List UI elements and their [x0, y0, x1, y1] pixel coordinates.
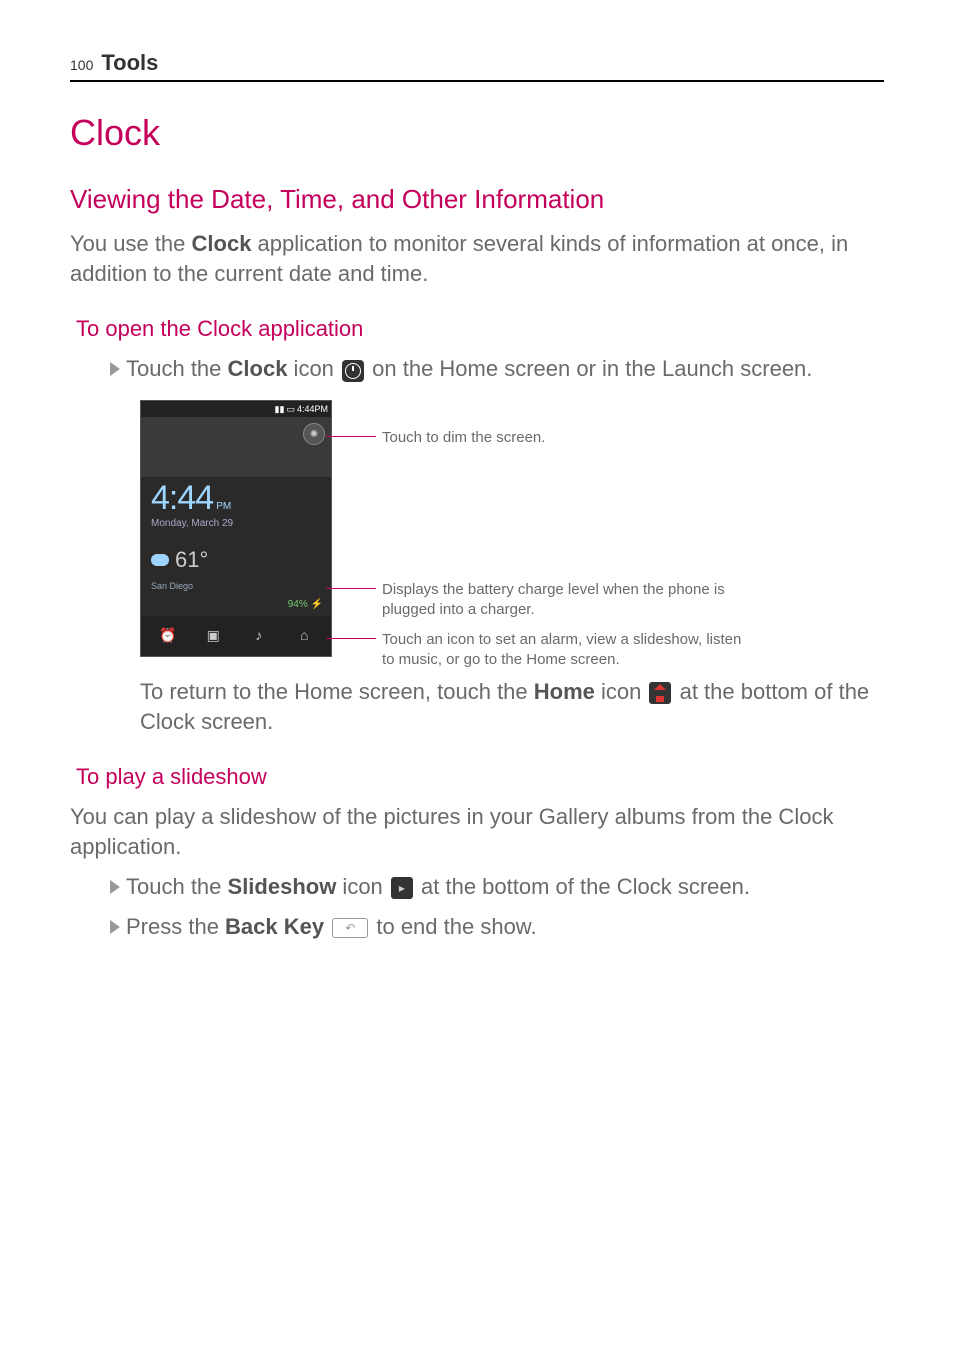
battery-icon: ▭: [286, 404, 295, 415]
subheading-slideshow: To play a slideshow: [76, 764, 884, 790]
open-suffix: on the Home screen or in the Launch scre…: [366, 356, 812, 381]
slide-mid: icon: [336, 874, 389, 899]
intro-bold: Clock: [192, 231, 252, 256]
time-meridiem: PM: [216, 501, 231, 512]
bullet-triangle-icon: [110, 920, 120, 934]
open-mid: icon: [287, 356, 340, 381]
return-bold: Home: [534, 679, 595, 704]
bullet-open-text: Touch the Clock icon on the Home screen …: [126, 354, 812, 384]
bullet-slideshow: Touch the Slideshow icon at the bottom o…: [110, 872, 884, 902]
clock-screenshot-diagram: ▮▮ ▭ 4:44PM ✺ 4:44PM Monday, March 29 61…: [140, 400, 884, 657]
home-nav-icon[interactable]: ⌂: [293, 624, 315, 646]
intro-paragraph: You use the Clock application to monitor…: [70, 229, 884, 288]
page-number: 100: [70, 57, 93, 73]
dim-button[interactable]: ✺: [303, 423, 325, 445]
slideshow-intro: You can play a slideshow of the pictures…: [70, 802, 884, 861]
city-label: San Diego: [141, 581, 331, 595]
back-mid: [324, 914, 330, 939]
lead-line: [326, 436, 376, 437]
bullet-open-clock: Touch the Clock icon on the Home screen …: [110, 354, 884, 384]
signal-icon: ▮▮: [275, 404, 285, 415]
subheading-open-clock: To open the Clock application: [76, 316, 884, 342]
callout-battery: Displays the battery charge level when t…: [326, 580, 742, 619]
status-time: 4:44PM: [297, 404, 328, 414]
return-home-paragraph: To return to the Home screen, touch the …: [140, 677, 884, 736]
slideshow-nav-icon[interactable]: ▣: [202, 624, 224, 646]
callout-dim-text: Touch to dim the screen.: [382, 428, 545, 448]
battery-row: 94% ⚡: [141, 595, 331, 616]
music-icon[interactable]: ♪: [248, 624, 270, 646]
back-prefix: Press the: [126, 914, 225, 939]
page-title: Clock: [70, 112, 884, 154]
bullet-triangle-icon: [110, 362, 120, 376]
time-block: 4:44PM Monday, March 29: [141, 477, 331, 539]
bullet-triangle-icon: [110, 880, 120, 894]
bullet-back-text: Press the Back Key ↶ to end the show.: [126, 912, 537, 942]
slide-suffix: at the bottom of the Clock screen.: [415, 874, 750, 899]
clock-icon: [342, 360, 364, 382]
callout-battery-text: Displays the battery charge level when t…: [382, 580, 742, 619]
phone-mock: ▮▮ ▭ 4:44PM ✺ 4:44PM Monday, March 29 61…: [140, 400, 332, 657]
phone-statusbar: ▮▮ ▭ 4:44PM: [141, 401, 331, 417]
lead-line: [326, 588, 376, 589]
phone-wallpaper: ✺: [141, 417, 331, 477]
battery-percent: 94%: [288, 599, 308, 610]
callout-icons: Touch an icon to set an alarm, view a sl…: [326, 630, 742, 669]
bullet-slideshow-text: Touch the Slideshow icon at the bottom o…: [126, 872, 750, 902]
back-key-icon: ↶: [332, 918, 368, 938]
open-bold: Clock: [228, 356, 288, 381]
return-mid: icon: [595, 679, 648, 704]
home-roof-icon: [654, 684, 666, 690]
page: 100 Tools Clock Viewing the Date, Time, …: [0, 0, 954, 1372]
subtitle-viewing: Viewing the Date, Time, and Other Inform…: [70, 184, 884, 215]
temperature: 61°: [175, 547, 208, 573]
bullet-back: Press the Back Key ↶ to end the show.: [110, 912, 884, 942]
section-title: Tools: [101, 50, 158, 76]
bottom-icon-row: ⏰ ▣ ♪ ⌂: [141, 616, 331, 656]
slide-bold: Slideshow: [228, 874, 337, 899]
back-suffix: to end the show.: [370, 914, 536, 939]
alarm-icon[interactable]: ⏰: [157, 624, 179, 646]
callout-icons-text: Touch an icon to set an alarm, view a sl…: [382, 630, 742, 669]
return-prefix: To return to the Home screen, touch the: [140, 679, 534, 704]
home-icon: [649, 682, 671, 704]
time-value: 4:44: [151, 479, 213, 517]
slide-prefix: Touch the: [126, 874, 228, 899]
cloud-icon: [151, 554, 169, 566]
back-bold: Back Key: [225, 914, 324, 939]
date-value: Monday, March 29: [151, 518, 321, 529]
plug-icon: ⚡: [311, 599, 323, 610]
callout-dim: Touch to dim the screen.: [326, 428, 545, 448]
slideshow-icon: [391, 877, 413, 899]
open-prefix: Touch the: [126, 356, 228, 381]
clock-face-icon: [345, 363, 361, 379]
weather-row: 61°: [141, 539, 331, 581]
page-header: 100 Tools: [70, 50, 884, 82]
intro-prefix: You use the: [70, 231, 192, 256]
lead-line: [326, 638, 376, 639]
home-base-icon: [656, 696, 664, 702]
